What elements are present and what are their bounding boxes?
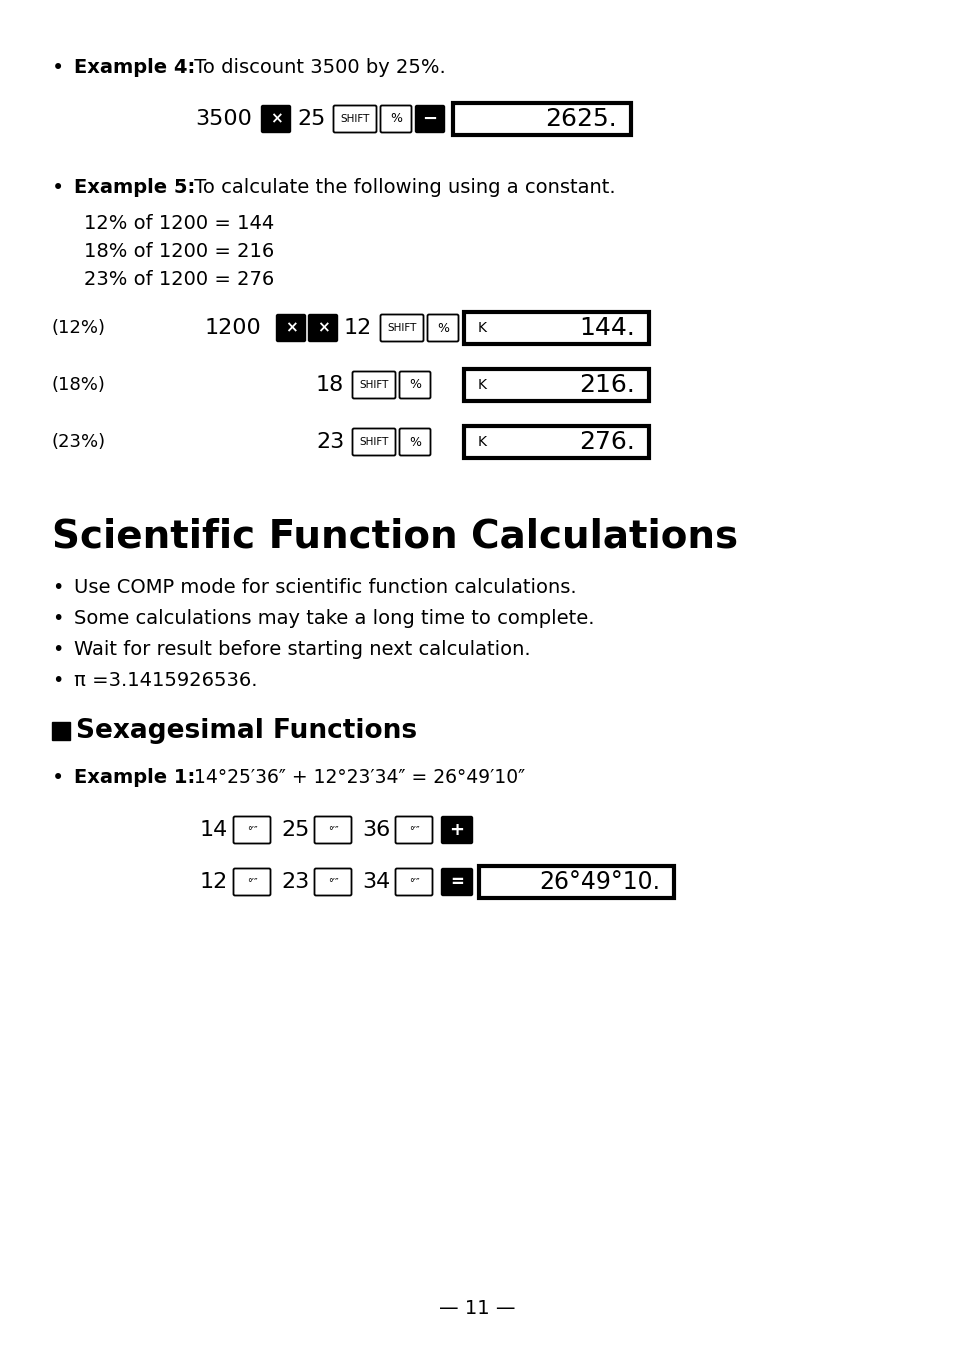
Text: SHIFT: SHIFT	[359, 380, 388, 391]
Text: 1200: 1200	[205, 319, 261, 338]
Text: 276.: 276.	[578, 430, 635, 454]
Text: ×: ×	[316, 320, 329, 335]
Text: SHIFT: SHIFT	[387, 323, 416, 334]
Text: 14: 14	[200, 820, 228, 839]
Text: Use COMP mode for scientific function calculations.: Use COMP mode for scientific function ca…	[74, 578, 576, 597]
Text: 23: 23	[315, 433, 344, 452]
Text: — 11 —: — 11 —	[438, 1299, 515, 1318]
FancyBboxPatch shape	[427, 315, 458, 342]
Text: %: %	[409, 435, 420, 449]
Text: •: •	[52, 178, 64, 198]
Bar	[52, 721, 70, 740]
Text: 216.: 216.	[578, 373, 635, 397]
FancyBboxPatch shape	[416, 106, 444, 133]
Text: 12% of 1200 = 144: 12% of 1200 = 144	[84, 214, 274, 233]
FancyBboxPatch shape	[463, 312, 648, 344]
FancyBboxPatch shape	[352, 372, 395, 399]
Text: 26°49°10.: 26°49°10.	[538, 871, 659, 894]
Text: 12: 12	[200, 872, 228, 892]
Text: +: +	[449, 820, 464, 839]
Text: °′″: °′″	[327, 877, 338, 887]
Text: ×: ×	[284, 320, 297, 335]
Text: •: •	[52, 640, 63, 659]
Text: °′″: °′″	[247, 824, 257, 835]
Text: K: K	[477, 378, 486, 392]
Text: •: •	[52, 767, 64, 788]
Text: 18% of 1200 = 216: 18% of 1200 = 216	[84, 241, 274, 260]
Text: ×: ×	[270, 111, 282, 126]
FancyBboxPatch shape	[453, 103, 630, 136]
Text: Wait for result before starting next calculation.: Wait for result before starting next cal…	[74, 640, 530, 659]
Text: 23: 23	[281, 872, 309, 892]
FancyBboxPatch shape	[463, 426, 648, 458]
Text: To discount 3500 by 25%.: To discount 3500 by 25%.	[188, 58, 445, 77]
FancyBboxPatch shape	[380, 106, 411, 133]
Text: SHIFT: SHIFT	[359, 437, 388, 447]
FancyBboxPatch shape	[441, 816, 472, 843]
FancyBboxPatch shape	[463, 369, 648, 401]
Text: Sexagesimal Functions: Sexagesimal Functions	[76, 717, 416, 744]
Text: 34: 34	[361, 872, 390, 892]
Text: •: •	[52, 671, 63, 690]
FancyBboxPatch shape	[380, 315, 423, 342]
Text: %: %	[436, 321, 449, 335]
Text: 144.: 144.	[578, 316, 635, 340]
Text: Scientific Function Calculations: Scientific Function Calculations	[52, 518, 738, 556]
Text: (18%): (18%)	[52, 376, 106, 395]
FancyBboxPatch shape	[395, 816, 432, 843]
FancyBboxPatch shape	[441, 868, 472, 895]
FancyBboxPatch shape	[308, 315, 337, 342]
Text: To calculate the following using a constant.: To calculate the following using a const…	[188, 178, 615, 197]
Text: 18: 18	[315, 376, 344, 395]
Text: •: •	[52, 609, 63, 628]
Text: Example 1:: Example 1:	[74, 767, 195, 786]
Text: •: •	[52, 58, 64, 79]
FancyBboxPatch shape	[314, 816, 351, 843]
Text: K: K	[477, 435, 486, 449]
Text: 14°25′36″ + 12°23′34″ = 26°49′10″: 14°25′36″ + 12°23′34″ = 26°49′10″	[188, 767, 524, 786]
Text: 3500: 3500	[194, 108, 252, 129]
Text: °′″: °′″	[408, 877, 419, 887]
Text: Example 4:: Example 4:	[74, 58, 195, 77]
Text: K: K	[477, 321, 486, 335]
Text: 25: 25	[281, 820, 309, 839]
FancyBboxPatch shape	[334, 106, 376, 133]
Text: 23% of 1200 = 276: 23% of 1200 = 276	[84, 270, 274, 289]
Text: (23%): (23%)	[52, 433, 106, 452]
Text: 36: 36	[361, 820, 390, 839]
Text: •: •	[52, 578, 63, 597]
FancyBboxPatch shape	[399, 428, 430, 456]
Text: Some calculations may take a long time to complete.: Some calculations may take a long time t…	[74, 609, 594, 628]
Text: °′″: °′″	[327, 824, 338, 835]
Text: (12%): (12%)	[52, 319, 106, 338]
Text: %: %	[409, 378, 420, 392]
Text: 25: 25	[296, 108, 325, 129]
FancyBboxPatch shape	[276, 315, 305, 342]
Text: SHIFT: SHIFT	[340, 114, 370, 123]
Text: Example 5:: Example 5:	[74, 178, 195, 197]
Text: π =3.1415926536.: π =3.1415926536.	[74, 671, 257, 690]
Text: =: =	[450, 873, 463, 891]
Text: 12: 12	[344, 319, 372, 338]
FancyBboxPatch shape	[314, 868, 351, 895]
FancyBboxPatch shape	[352, 428, 395, 456]
Text: °′″: °′″	[247, 877, 257, 887]
FancyBboxPatch shape	[233, 868, 271, 895]
FancyBboxPatch shape	[478, 866, 673, 898]
FancyBboxPatch shape	[395, 868, 432, 895]
Text: 2625.: 2625.	[545, 107, 617, 132]
Text: −: −	[422, 110, 437, 127]
FancyBboxPatch shape	[261, 106, 291, 133]
Text: %: %	[390, 113, 401, 126]
FancyBboxPatch shape	[233, 816, 271, 843]
Text: °′″: °′″	[408, 824, 419, 835]
FancyBboxPatch shape	[399, 372, 430, 399]
